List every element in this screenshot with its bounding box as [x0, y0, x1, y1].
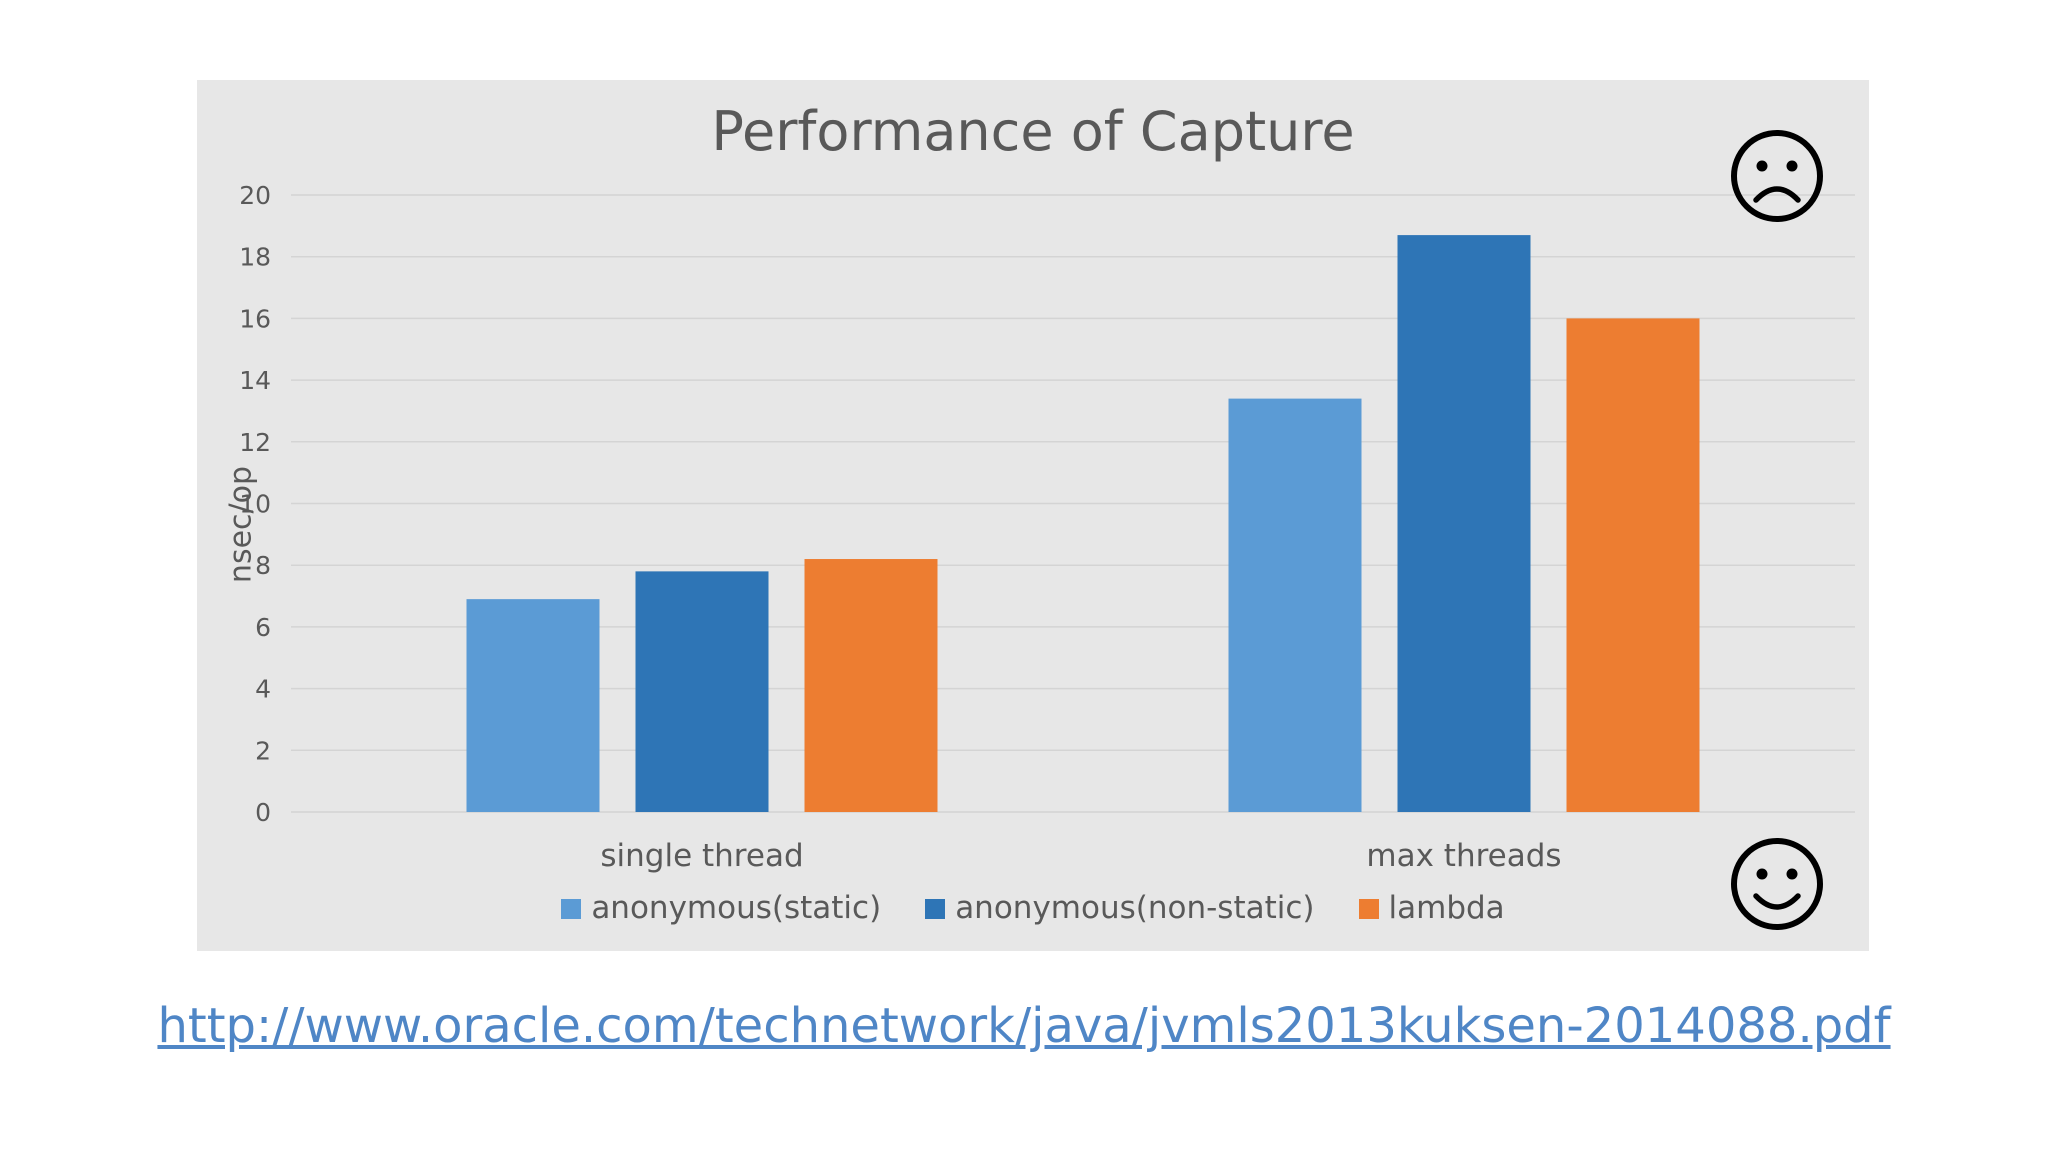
legend-item: anonymous(non-static) [925, 890, 1315, 926]
bar [1228, 398, 1362, 812]
y-tick-label: 12 [239, 428, 271, 457]
y-tick-label: 10 [239, 490, 271, 519]
bar [466, 599, 600, 812]
y-tick-label: 14 [239, 366, 271, 395]
chart-panel: 0 2 4 6 8 10 12 14 16 18 20 single thread max thread… [197, 80, 1869, 951]
y-axis-label: nsec/op [223, 465, 259, 584]
legend-swatch [925, 899, 946, 919]
bar [804, 559, 938, 812]
y-tick-label: 4 [255, 675, 271, 704]
bar [1397, 235, 1531, 813]
x-category-label: single thread [600, 838, 803, 874]
chart-legend: anonymous(static) anonymous(non-static) la… [197, 890, 1869, 926]
y-tick-label: 2 [255, 736, 271, 765]
smiling-face-icon [1731, 838, 1823, 930]
bar-chart: 0 2 4 6 8 10 12 14 16 18 20 single thread max thread… [239, 181, 1855, 874]
legend-swatch [1358, 899, 1379, 919]
y-tick-label: 16 [239, 304, 271, 333]
frowning-face-icon [1731, 130, 1823, 222]
chart-title: Performance of Capture [711, 100, 1355, 163]
source-link[interactable]: http://www.oracle.com/technetwork/java/j… [157, 998, 1891, 1054]
y-tick-label: 20 [239, 181, 271, 210]
legend-item: lambda [1358, 890, 1505, 926]
legend-item: anonymous(static) [561, 890, 881, 926]
legend-label: anonymous(non-static) [955, 890, 1315, 926]
y-tick-label: 6 [255, 613, 271, 642]
bar [1566, 318, 1700, 812]
y-tick-label: 8 [255, 551, 271, 580]
legend-label: anonymous(static) [591, 890, 882, 926]
y-tick-label: 0 [255, 798, 271, 827]
bar [635, 571, 769, 812]
legend-swatch [561, 899, 582, 919]
y-tick-label: 18 [239, 243, 271, 272]
legend-label: lambda [1388, 890, 1505, 926]
x-category-label: max threads [1366, 838, 1561, 874]
